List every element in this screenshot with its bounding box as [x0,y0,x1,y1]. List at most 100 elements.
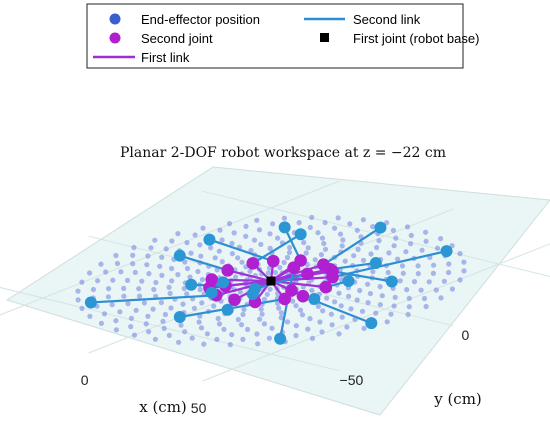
workspace-point [152,336,158,342]
workspace-point [342,258,348,264]
end-effector-marker [203,233,216,246]
workspace-point [212,255,218,261]
workspace-point [461,268,467,274]
workspace-point [367,290,373,297]
second-joint-marker [278,292,291,306]
workspace-point [337,231,344,237]
workspace-point [336,331,342,337]
legend-marker-first-joint [320,33,329,42]
workspace-point [344,324,350,330]
workspace-point [178,322,184,328]
legend-label-first-joint: First joint (robot base) [353,31,479,46]
workspace-point [117,309,123,315]
workspace-point [169,265,175,272]
second-link [332,250,447,279]
workspace-point [319,235,326,241]
second-joint-marker [323,262,337,276]
workspace-point [229,332,235,338]
workspace-point [421,295,428,302]
workspace-point [216,321,223,327]
workspace-point [166,284,172,290]
workspace-point [309,214,315,220]
second-joint-marker [285,284,298,297]
workspace-point [309,287,315,293]
workspace-point [270,221,276,227]
workspace-point [121,293,127,299]
workspace-point [267,231,273,237]
workspace-point [131,244,137,251]
workspace-point [125,301,131,307]
workspace-point [157,263,163,269]
end-effector-marker [294,228,307,241]
workspace-point [254,331,260,337]
workspace-point [277,264,283,271]
workspace-point [168,305,174,311]
workspace-point [211,303,217,309]
workspace-point [332,225,338,231]
workspace-point [415,271,421,277]
workspace-point [261,321,267,327]
workspace-point [264,291,270,297]
workspace-point [449,286,455,292]
workspace-point [136,286,142,292]
workspace-point [258,241,264,247]
workspace-point [307,316,313,322]
workspace-point [370,269,376,275]
workspace-point [217,227,223,233]
y-tick-label: 0 [462,327,470,343]
workspace-point [182,329,188,335]
workspace-point [248,247,254,254]
robot-base-marker [266,276,276,286]
workspace-point [130,252,136,258]
workspace-point [219,237,225,243]
workspace-point [392,294,398,300]
workspace-point [388,311,394,317]
workspace-point [328,311,334,317]
workspace-point [281,215,287,221]
workspace-point [312,257,318,263]
x-axis-label: x (cm) [139,398,187,416]
workspace-point [457,277,463,283]
workspace-point [357,287,363,294]
workspace-point [293,323,299,329]
second-link [252,233,302,265]
workspace-point [145,313,151,319]
workspace-point [146,329,152,335]
workspace-point [199,300,205,306]
workspace-point [198,325,205,331]
workspace-point [151,286,157,293]
workspace-point [118,269,124,275]
workspace-point [393,235,399,241]
workspace-point [113,252,119,259]
workspace-point [103,269,109,275]
legend-frame [86,3,464,69]
workspace-point [130,261,136,267]
workspace-point [284,254,291,261]
workspace-point [307,224,313,230]
workspace-point [374,244,380,251]
y-ticks: −50050 [340,327,470,388]
workspace-point [373,310,379,316]
workspace-point [461,259,467,265]
workspace-point [385,269,391,276]
workspace-point [305,326,311,332]
end-effector-marker [440,245,453,258]
workspace-point [309,335,316,341]
end-effector-marker [369,256,382,269]
workspace-point [208,245,214,251]
legend-label-end-effector: End-effector position [141,12,260,27]
workspace-point [320,308,326,314]
legend: End-effector position Second link Second… [86,3,479,69]
workspace-point [322,246,329,252]
workspace-point [161,325,167,331]
workspace-point [180,301,186,307]
workspace-point [90,286,96,293]
workspace-point [258,306,264,312]
legend-label-first-link: First link [141,50,190,65]
chart-title: Planar 2-DOF robot workspace at z = −22 … [120,145,446,161]
end-effector-marker [342,275,355,288]
workspace-point [75,297,81,303]
workspace-point [390,227,396,233]
workspace-point [75,288,81,294]
workspace-point [297,307,304,313]
